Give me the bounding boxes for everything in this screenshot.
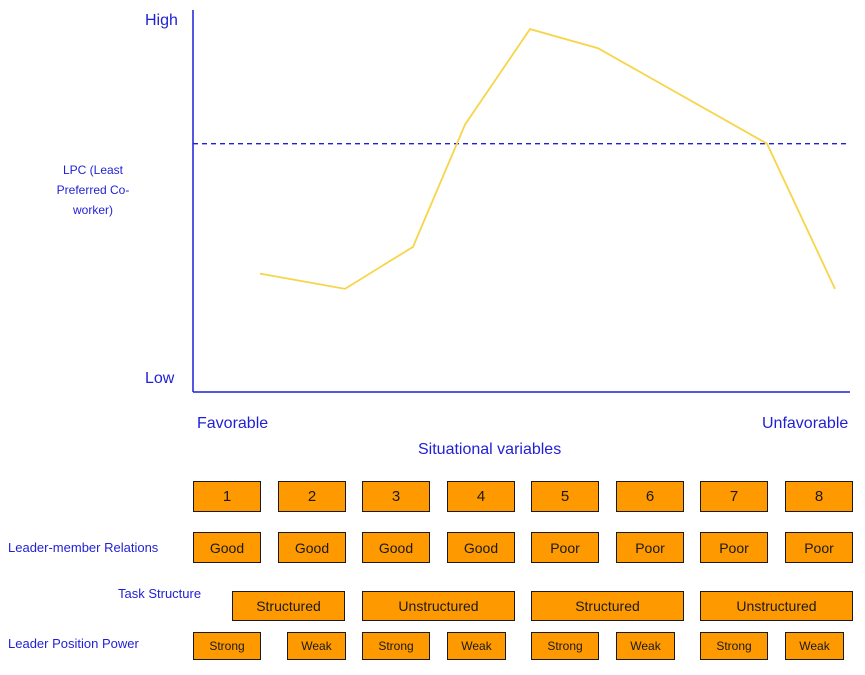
task-box-3: Structured (531, 591, 684, 621)
power-box-8: Weak (785, 632, 844, 660)
lpc-label-line-3: worker) (72, 203, 113, 217)
relations-row-label: Leader-member Relations (8, 540, 159, 555)
position-power-row-label: Leader Position Power (8, 636, 139, 651)
lpc-series-line (259, 28, 836, 290)
relations-box-2: Good (278, 532, 346, 563)
power-box-6: Weak (616, 632, 675, 660)
situation-box-5: 5 (531, 481, 599, 512)
task-box-4: Unstructured (700, 591, 853, 621)
lpc-label-line-2: Preferred Co- (56, 183, 130, 197)
x-axis-title: Situational variables (418, 441, 562, 458)
power-box-2: Weak (287, 632, 346, 660)
x-axis-favorable-label: Favorable (197, 415, 269, 432)
y-axis-low-label: Low (145, 370, 175, 387)
lpc-chart (192, 10, 850, 393)
situation-box-6: 6 (616, 481, 684, 512)
y-axis-high-label: High (145, 12, 178, 29)
situation-box-1: 1 (193, 481, 261, 512)
relations-box-3: Good (362, 532, 430, 563)
x-axis-unfavorable-label: Unfavorable (762, 415, 849, 432)
power-box-1: Strong (193, 632, 261, 660)
power-box-3: Strong (362, 632, 430, 660)
situation-box-8: 8 (785, 481, 853, 512)
power-box-5: Strong (531, 632, 599, 660)
power-box-4: Weak (447, 632, 506, 660)
situation-box-4: 4 (447, 481, 515, 512)
power-box-7: Strong (700, 632, 768, 660)
task-structure-row-label: Task Structure (118, 586, 202, 601)
task-box-1: Structured (232, 591, 345, 621)
lpc-reference-label: LPC (Least Preferred Co- worker) (38, 160, 148, 220)
relations-box-5: Poor (531, 532, 599, 563)
lpc-label-line-1: LPC (Least (62, 163, 124, 177)
relations-box-1: Good (193, 532, 261, 563)
task-box-2: Unstructured (362, 591, 515, 621)
relations-box-6: Poor (616, 532, 684, 563)
situation-box-2: 2 (278, 481, 346, 512)
relations-box-7: Poor (700, 532, 768, 563)
situation-box-3: 3 (362, 481, 430, 512)
relations-box-8: Poor (785, 532, 853, 563)
situation-box-7: 7 (700, 481, 768, 512)
relations-box-4: Good (447, 532, 515, 563)
